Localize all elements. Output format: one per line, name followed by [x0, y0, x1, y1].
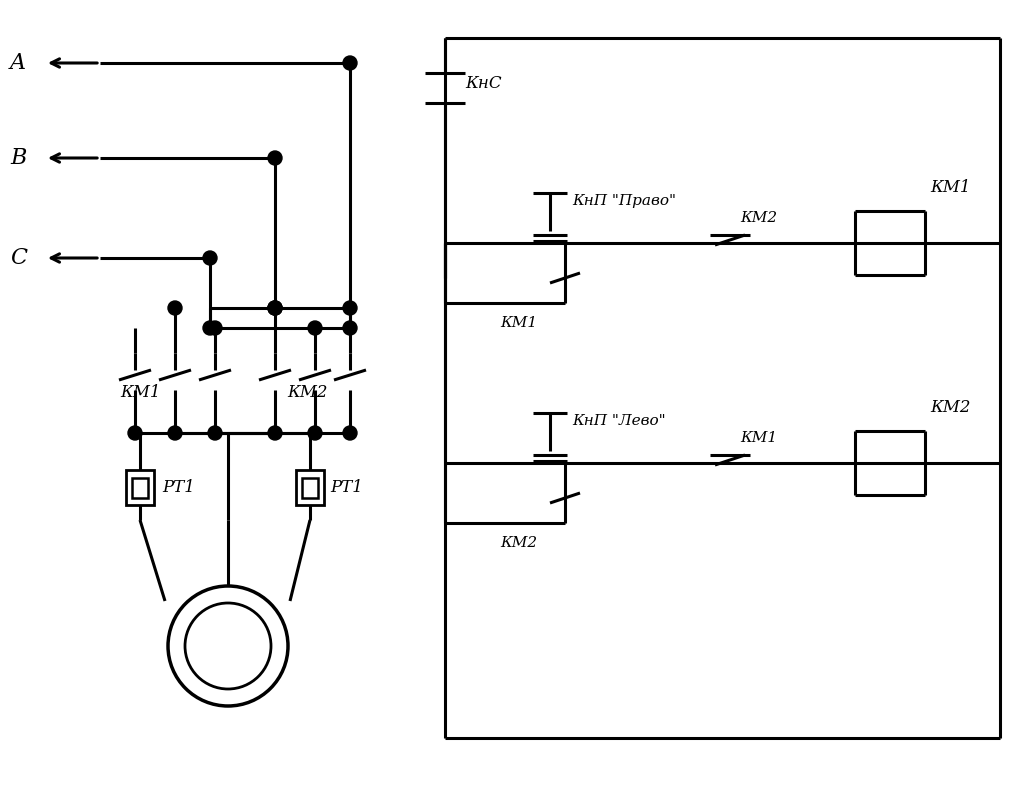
- Text: КМ1: КМ1: [120, 385, 161, 402]
- Text: B: B: [10, 147, 27, 169]
- Text: КМ1: КМ1: [500, 316, 538, 330]
- Text: КМ2: КМ2: [500, 536, 538, 550]
- Text: РТ1: РТ1: [330, 479, 362, 496]
- Circle shape: [343, 321, 357, 335]
- Text: КМ2: КМ2: [740, 211, 777, 225]
- Bar: [132, 478, 147, 498]
- Circle shape: [203, 321, 217, 335]
- Text: КМ1: КМ1: [930, 179, 971, 196]
- Text: М1: М1: [213, 637, 243, 655]
- Circle shape: [343, 56, 357, 70]
- Circle shape: [268, 301, 282, 315]
- Circle shape: [268, 301, 282, 315]
- Text: C: C: [10, 247, 27, 269]
- Circle shape: [128, 426, 142, 440]
- Circle shape: [208, 426, 222, 440]
- Circle shape: [308, 426, 322, 440]
- Text: КнП "Право": КнП "Право": [572, 194, 676, 208]
- Circle shape: [185, 603, 271, 689]
- Text: КМ2: КМ2: [930, 399, 971, 416]
- Text: A: A: [10, 52, 27, 74]
- Circle shape: [268, 151, 282, 165]
- Bar: [296, 470, 324, 506]
- Text: КнП "Лево": КнП "Лево": [572, 414, 666, 428]
- Text: КМ1: КМ1: [740, 431, 777, 445]
- Circle shape: [168, 426, 182, 440]
- Text: КМ2: КМ2: [287, 385, 328, 402]
- Circle shape: [168, 301, 182, 315]
- Text: КнС: КнС: [465, 74, 502, 91]
- Circle shape: [343, 301, 357, 315]
- Circle shape: [168, 586, 288, 706]
- Circle shape: [343, 426, 357, 440]
- Circle shape: [203, 251, 217, 265]
- Bar: [126, 470, 154, 506]
- Circle shape: [268, 426, 282, 440]
- Circle shape: [268, 301, 282, 315]
- Text: РТ1: РТ1: [162, 479, 195, 496]
- Circle shape: [208, 321, 222, 335]
- Circle shape: [308, 321, 322, 335]
- Bar: [302, 478, 317, 498]
